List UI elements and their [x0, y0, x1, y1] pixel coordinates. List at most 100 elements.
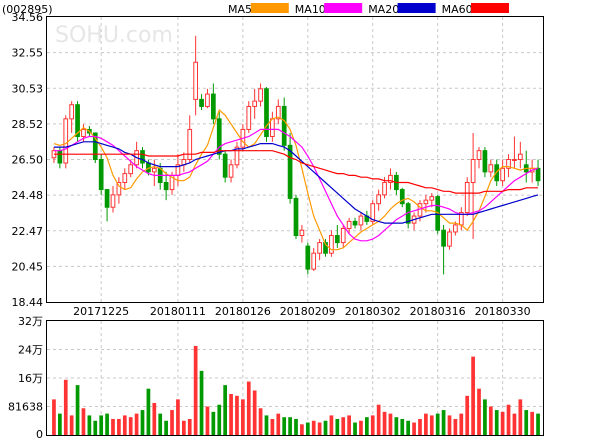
volume-bar — [429, 415, 434, 435]
volume-bar — [394, 417, 399, 435]
candle-body-down — [222, 153, 228, 178]
candle — [51, 147, 57, 164]
candle — [500, 159, 505, 187]
volume-grid — [47, 349, 543, 407]
candle-body-up — [340, 227, 346, 244]
header-row: (002895) MA5 MA10 MA20 MA60 — [2, 3, 509, 16]
candle — [287, 132, 293, 204]
price-panel-frame — [46, 16, 544, 303]
volume-bar — [164, 420, 168, 435]
candle — [181, 152, 187, 172]
volume-bar — [58, 413, 62, 435]
candle-body-down — [293, 197, 299, 237]
volume-bar — [270, 418, 275, 435]
candle — [358, 212, 364, 231]
moving-averages — [53, 108, 539, 251]
candle — [364, 210, 370, 225]
legend-swatch-ma10 — [324, 3, 363, 13]
volume-tick-label: 16万 — [18, 372, 43, 385]
date-tick-label: 20180209 — [280, 305, 336, 318]
candle — [299, 224, 305, 243]
candle — [128, 159, 134, 178]
candle — [464, 177, 470, 217]
price-tick-label: 24.48 — [12, 189, 44, 202]
volume-bar — [282, 417, 287, 435]
candle — [134, 141, 139, 169]
candle — [281, 97, 287, 151]
volume-bar — [530, 411, 534, 435]
volume-bar — [329, 415, 334, 435]
volume-bar — [447, 415, 452, 435]
volume-bar — [435, 413, 440, 435]
candle-body-up — [329, 235, 334, 254]
candle — [441, 224, 446, 275]
volume-bar — [323, 420, 328, 435]
volume-bar — [99, 415, 104, 435]
candle — [81, 124, 86, 142]
date-tick-label: 20180316 — [410, 305, 466, 318]
price-tick-label: 32.55 — [12, 47, 44, 60]
candle-body-up — [81, 128, 86, 138]
candle-body-up — [317, 242, 322, 254]
candle-body-down — [57, 150, 63, 164]
candle — [252, 88, 258, 119]
price-tick-label: 30.53 — [12, 82, 44, 95]
candle — [382, 177, 387, 199]
candle-body-up — [453, 224, 458, 233]
candle-body-down — [264, 88, 269, 138]
candle-body-up — [63, 118, 69, 164]
watermark: SOHU.com — [55, 23, 173, 48]
volume-bar — [193, 345, 198, 435]
candle — [205, 88, 210, 109]
candle-body-up — [429, 196, 435, 201]
candle-body-down — [323, 242, 328, 254]
candle-body-up — [382, 181, 387, 196]
candle — [352, 217, 358, 229]
candle-body-down — [216, 118, 222, 155]
candle — [323, 239, 328, 257]
candle-body-down — [305, 245, 311, 270]
candle-body-up — [447, 231, 452, 247]
volume-bar — [300, 424, 304, 435]
candle-body-up — [116, 181, 122, 196]
candle — [488, 159, 494, 178]
candle — [270, 111, 275, 142]
candle-body-up — [151, 167, 157, 173]
volume-panel-frame — [46, 320, 544, 436]
candle-body-up — [193, 61, 198, 100]
price-axis: 34.56 32.55 30.53 28.52 26.50 24.48 22.47 20.45… — [12, 11, 44, 309]
candle — [517, 141, 523, 169]
candle-body-down — [399, 189, 405, 205]
candle-body-down — [441, 229, 446, 247]
candle-body-down — [210, 93, 216, 120]
series-line-ma20 — [54, 141, 539, 224]
candle-body-down — [98, 159, 104, 191]
volume-bar — [488, 406, 493, 435]
candle — [476, 147, 482, 169]
volume-bar — [382, 411, 387, 435]
candle — [340, 224, 346, 248]
price-tick-label: 26.50 — [12, 154, 44, 167]
candle — [388, 168, 393, 190]
candle-body-up — [358, 215, 364, 226]
volume-bar — [341, 417, 346, 435]
candle — [151, 159, 157, 187]
volume-tick-label: 32万 — [18, 315, 43, 328]
volume-bar — [105, 413, 109, 435]
legend-label-ma5: MA5 — [228, 3, 252, 16]
legend-swatch-ma60 — [471, 3, 509, 13]
candle-body-up — [110, 194, 116, 208]
volume-bar — [400, 418, 405, 435]
volume-bars — [52, 345, 540, 435]
legend-label-ma10: MA10 — [295, 3, 326, 16]
candle-body-down — [199, 98, 204, 107]
candle — [110, 186, 116, 213]
candle — [264, 87, 269, 142]
volume-bar — [536, 413, 540, 435]
candle-body-up — [488, 164, 494, 173]
volume-bar — [146, 388, 151, 435]
volume-bar — [359, 420, 363, 435]
candle — [334, 224, 340, 248]
candle-body-down — [163, 181, 169, 191]
volume-bar — [93, 420, 98, 435]
